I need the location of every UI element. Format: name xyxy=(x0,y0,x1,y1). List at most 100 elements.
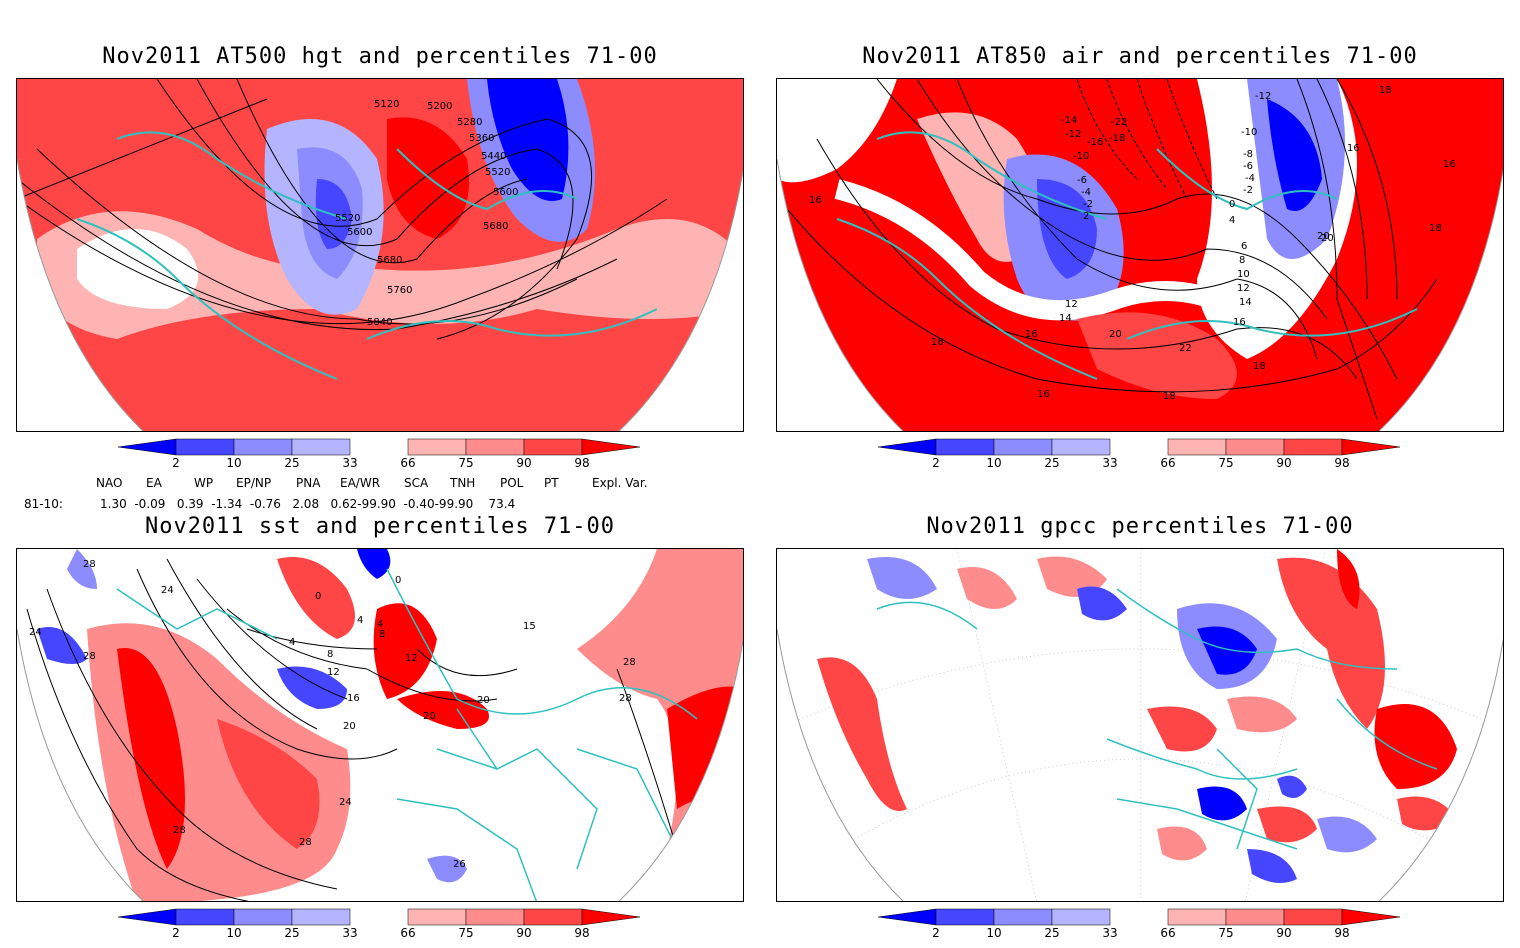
colorbar-tick: 98 xyxy=(1334,456,1350,470)
contour-label: 10 xyxy=(1237,269,1250,280)
contour-label: 4 xyxy=(1229,215,1235,226)
contour-label: 2 xyxy=(1083,211,1089,222)
contour-label: 5840 xyxy=(367,317,392,328)
colorbar-swatches xyxy=(118,908,641,926)
colorbar-tick: 2 xyxy=(932,926,940,940)
contour-label: 4 xyxy=(377,619,383,630)
contour-label: -12 xyxy=(1065,129,1081,140)
contour-label: 5680 xyxy=(483,221,508,232)
colorbar-tick: 33 xyxy=(1102,456,1118,470)
contour-label: 28 xyxy=(619,693,632,704)
colorbar-swatches xyxy=(118,438,641,456)
tele-header: EA/WR xyxy=(340,476,381,490)
contour-label: -2 xyxy=(1083,199,1093,210)
contour-label: 18 xyxy=(1163,391,1176,402)
tele-header: PT xyxy=(544,476,559,490)
contour-label: 16 xyxy=(1233,317,1246,328)
contour-label: 20 xyxy=(1321,233,1334,244)
contour-label: 5280 xyxy=(457,117,482,128)
map-panel-air: -12 -14 -12 -22 -16 -18 -10 -6 -4 -2 2 -… xyxy=(776,78,1504,432)
contour-label: 8 xyxy=(327,649,333,660)
contour-label: -12 xyxy=(1255,91,1271,102)
percentile-field-pale xyxy=(37,211,743,339)
contour-label: -16 xyxy=(1087,137,1103,148)
panel-title-gpcc: Nov2011 gpcc percentiles 71-00 xyxy=(926,514,1354,539)
contour-label: 16 xyxy=(931,337,944,348)
tele-header: PNA xyxy=(296,476,321,490)
contour-label: 20 xyxy=(343,721,356,732)
colorbar-tick: 90 xyxy=(516,456,532,470)
contour-label: 16 xyxy=(1037,389,1050,400)
contour-label: 5600 xyxy=(347,227,372,238)
colorbar-tick: 10 xyxy=(226,926,242,940)
colorbar-tick: 2 xyxy=(172,926,180,940)
map-panel-hgt: 5120 5200 5280 5360 5440 5520 5600 5680 … xyxy=(16,78,744,432)
tele-header: Expl. Var. xyxy=(592,476,648,490)
tele-header: WP xyxy=(194,476,214,490)
colorbar-tick: 98 xyxy=(574,456,590,470)
colorbar-tick: 25 xyxy=(284,456,300,470)
contour-label: 16 xyxy=(1443,159,1456,170)
colorbar-tick: 10 xyxy=(226,456,242,470)
colorbar-tick: 75 xyxy=(458,456,474,470)
colorbar-tick: 75 xyxy=(1218,926,1234,940)
gpcc-map xyxy=(777,549,1503,901)
colorbar-sst: 2 10 25 33 66 75 90 98 xyxy=(118,908,678,948)
contour-label: 20 xyxy=(1317,231,1330,242)
colorbar-tick: 10 xyxy=(986,926,1002,940)
colorbar-tick: 98 xyxy=(1334,926,1350,940)
colorbar-tick: 66 xyxy=(1160,456,1176,470)
contour-label: 22 xyxy=(1179,343,1192,354)
contour-label: -4 xyxy=(1081,187,1091,198)
contour-label: 28 xyxy=(299,837,312,848)
contour-label: 14 xyxy=(1059,313,1072,324)
coastlines xyxy=(76,131,658,380)
colorbar-gpcc: 2 10 25 33 66 75 90 98 xyxy=(878,908,1438,948)
contour-label: 5520 xyxy=(485,167,510,178)
contour-label: -6 xyxy=(1243,161,1253,172)
contour-label: 18 xyxy=(1379,85,1392,96)
contour-label: 28 xyxy=(83,559,96,570)
contour-label: 15 xyxy=(523,621,536,632)
contour-label: 0 xyxy=(1229,199,1235,210)
colorbar-swatches xyxy=(878,908,1401,926)
colorbar-tick: 90 xyxy=(1276,926,1292,940)
contour-label: 5600 xyxy=(493,187,518,198)
colorbar-air: 2 10 25 33 66 75 90 98 xyxy=(878,438,1438,478)
contour-label: 12 xyxy=(1065,299,1078,310)
contour-label: 28 xyxy=(83,651,96,662)
coastlines xyxy=(876,588,1438,850)
colorbar-tick: 33 xyxy=(342,456,358,470)
tele-header: EP/NP xyxy=(236,476,272,490)
contour-label: -2 xyxy=(1243,185,1253,196)
colorbar-swatches xyxy=(878,438,1401,456)
contour-label: 20 xyxy=(423,711,436,722)
contour-label: 12 xyxy=(405,653,418,664)
colorbar-tick: 66 xyxy=(400,926,416,940)
colorbar-tick: 66 xyxy=(400,456,416,470)
map-panel-sst: 28 24 24 28 0 0 4 4 4 8 8 12 12 16 20 20… xyxy=(16,548,744,902)
contour-label: 28 xyxy=(623,657,636,668)
tele-header: NAO xyxy=(96,476,123,490)
hgt-map: 5120 5200 5280 5360 5440 5520 5600 5680 … xyxy=(17,79,743,431)
contour-label: 16 xyxy=(1347,143,1360,154)
contour-label: 24 xyxy=(339,797,352,808)
colorbar-tick: 66 xyxy=(1160,926,1176,940)
colorbar-tick: 75 xyxy=(1218,456,1234,470)
contour-label: 20 xyxy=(477,695,490,706)
tele-row-values: 1.30 -0.09 0.39 -1.34 -0.76 2.08 0.62-99… xyxy=(100,497,516,511)
colorbar-tick: 25 xyxy=(1044,926,1060,940)
contour-label: -10 xyxy=(1073,151,1089,162)
contour-label: 24 xyxy=(29,627,42,638)
contour-label: 5760 xyxy=(387,285,412,296)
colorbar-tick: 25 xyxy=(284,926,300,940)
percentile-field-blue xyxy=(357,549,391,579)
map-panel-gpcc xyxy=(776,548,1504,902)
contour-label: 12 xyxy=(1237,283,1250,294)
sst-map: 28 24 24 28 0 0 4 4 4 8 8 12 12 16 20 20… xyxy=(17,549,743,901)
contour-label: 5200 xyxy=(427,101,452,112)
colorbar-tick: 75 xyxy=(458,926,474,940)
contour-label: 18 xyxy=(1253,361,1266,372)
coastlines xyxy=(836,131,1418,380)
contour-label: -4 xyxy=(1245,173,1255,184)
